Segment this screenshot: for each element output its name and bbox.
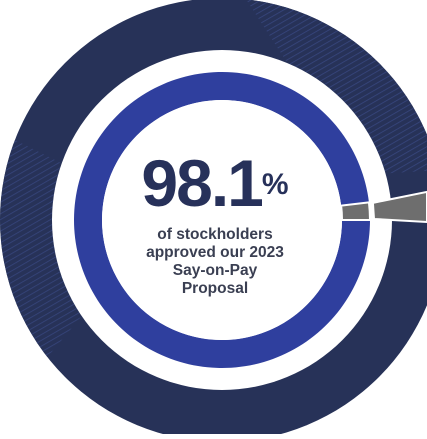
stat-description: of stockholders approved our 2023 Say-on…	[120, 226, 310, 298]
stat-text-block: 98.1% of stockholders approved our 2023 …	[120, 150, 310, 298]
not-approved-segment	[340, 201, 372, 221]
description-line-4: Proposal	[181, 280, 249, 297]
percentage-value: 98.1	[141, 146, 263, 220]
approval-percentage: 98.1%	[120, 150, 310, 216]
not-approved-wedge-extension	[371, 190, 427, 223]
description-line-2: approved our 2023	[146, 244, 284, 261]
inner-disc	[102, 100, 342, 340]
description-line-3: Say-on-Pay	[172, 262, 258, 279]
description-line-1: of stockholders	[157, 226, 273, 243]
percent-sign: %	[261, 168, 289, 201]
